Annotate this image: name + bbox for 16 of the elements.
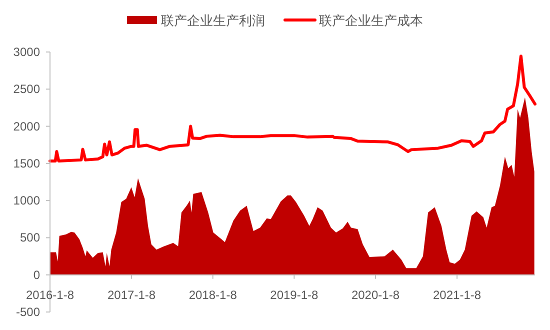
y-tick-label: 2500 (13, 82, 40, 96)
legend-label: 联产企业生产利润 (161, 13, 265, 28)
y-tick-label: 1000 (13, 194, 40, 208)
legend-label: 联产企业生产成本 (319, 13, 423, 28)
x-tick-label: 2017-1-8 (108, 288, 156, 302)
y-tick-label: -500 (16, 305, 40, 319)
x-tick-label: 2020-1-8 (351, 288, 400, 302)
x-tick-label: 2019-1-8 (270, 288, 319, 302)
x-tick-label: 2018-1-8 (188, 288, 238, 302)
y-tick-label: 1500 (13, 156, 40, 170)
y-tick-label: 0 (33, 268, 40, 282)
y-tick-label: 500 (20, 230, 40, 245)
x-tick-label: 2021-1-8 (433, 288, 482, 302)
x-tick-label: 2016-1-8 (26, 288, 74, 302)
y-tick-label: 3000 (13, 45, 40, 59)
y-tick-label: 2000 (13, 119, 40, 134)
